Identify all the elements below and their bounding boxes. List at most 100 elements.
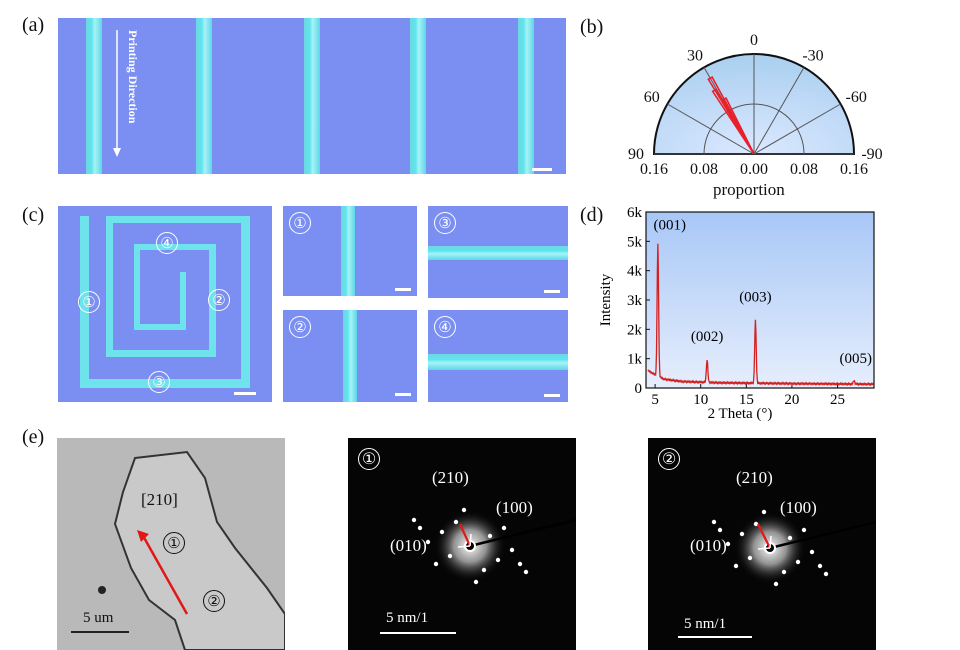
printed-line <box>410 18 426 174</box>
saed-pattern-1: ① (210) (100) (010) 5 nm/1 <box>348 438 576 650</box>
polar-radial-tick: 0.08 <box>690 161 718 178</box>
arrow-010 <box>457 545 471 548</box>
scale-bar <box>395 393 411 396</box>
diffraction-spot <box>523 569 529 575</box>
marker-2: ② <box>208 289 230 311</box>
tem-marker-2: ② <box>203 590 225 612</box>
spiral-segment <box>106 350 216 357</box>
polar-grid-spoke <box>753 103 841 155</box>
printed-line <box>304 18 320 174</box>
xrd-ytick-label: 5k <box>627 234 643 250</box>
zoom-3-marker: ③ <box>434 212 456 234</box>
zoom-2: ② <box>283 310 417 402</box>
spiral-micrograph: ① ② ③ ④ <box>58 206 272 402</box>
spiral-segment <box>134 324 186 330</box>
tem-scale-bar <box>71 631 129 633</box>
panel-c-label: (c) <box>22 204 45 226</box>
printed-line <box>86 18 102 174</box>
arrow-100 <box>769 535 772 549</box>
panel-d-label: (d) <box>580 204 604 226</box>
spiral-segment <box>241 216 250 388</box>
diffraction-spot <box>725 541 731 547</box>
polar-lobe <box>722 97 755 155</box>
xrd-xtick-label: 20 <box>784 392 799 408</box>
saed1-100-label: (100) <box>496 498 533 517</box>
polar-angle-label: 0 <box>750 32 758 49</box>
zone-axis-label: [210] <box>141 490 178 509</box>
scale-bar <box>395 288 411 291</box>
xrd-ytick-label: 6k <box>627 205 643 221</box>
panel-e-label: (e) <box>22 426 45 448</box>
spiral-segment <box>180 272 186 330</box>
diffraction-spot <box>747 555 753 561</box>
arrow-100 <box>469 533 472 547</box>
saed2-210-label: (210) <box>736 468 773 487</box>
xrd-ytick-label: 4k <box>627 264 643 280</box>
polar-grid-spoke <box>753 67 805 155</box>
polar-angle-label: 60 <box>644 89 660 106</box>
spiral-segment <box>106 216 113 356</box>
diffraction-spot <box>481 567 487 573</box>
diffraction-spot <box>501 525 507 531</box>
polar-angle-label: 30 <box>687 47 703 64</box>
spiral-segment <box>134 244 140 330</box>
scale-bar <box>532 168 552 171</box>
xrd-xtick-label: 15 <box>739 392 754 408</box>
tem-flake <box>98 450 285 650</box>
xrd-xtick-label: 25 <box>830 392 845 408</box>
arrow-210 <box>458 523 472 547</box>
saed-overlay <box>411 507 576 585</box>
diffraction-spot <box>417 525 423 531</box>
zoom-4-marker: ④ <box>434 316 456 338</box>
zoom-1: ① <box>283 206 417 296</box>
diffraction-spot <box>439 529 445 535</box>
panel-a-label: (a) <box>22 14 45 36</box>
saed2-scale-label: 5 nm/1 <box>684 616 727 632</box>
polar-grid-spoke <box>667 103 755 155</box>
xrd-peak-label: (002) <box>691 329 724 345</box>
xrd-ytick-label: 3k <box>627 293 643 309</box>
zoom-2-marker: ② <box>289 316 311 338</box>
xrd-ytick-label: 1k <box>627 352 643 368</box>
diffraction-spot <box>517 561 523 567</box>
diffraction-spot <box>717 527 723 533</box>
saed2-100-label: (100) <box>780 498 817 517</box>
arrow-210 <box>757 523 771 549</box>
marker-4: ④ <box>156 232 178 254</box>
printed-line <box>343 310 357 402</box>
polar-radial-tick: 0.16 <box>840 161 868 178</box>
scale-bar <box>544 290 560 293</box>
diffraction-spot <box>781 569 787 575</box>
xrd-peak-label: (001) <box>653 218 686 234</box>
diffraction-spot <box>739 531 745 537</box>
xrd-peak-label: (003) <box>739 289 772 305</box>
diffraction-spot <box>787 535 793 541</box>
zoom-4: ④ <box>428 310 568 402</box>
diffraction-spot <box>809 549 815 555</box>
marker-3: ③ <box>148 371 170 393</box>
polar-radial-tick: 0.00 <box>740 161 768 178</box>
tem-image: [210] ① ② 5 um <box>57 438 285 650</box>
saed1-scale-bar <box>380 632 456 634</box>
polar-angle-label: -90 <box>861 146 882 163</box>
diffraction-spot <box>773 581 779 587</box>
beam-stop <box>469 518 576 548</box>
panel-b-label: (b) <box>580 16 604 38</box>
polar-xlabel: proportion <box>713 180 785 199</box>
printing-direction-arrow <box>113 30 121 157</box>
arrow-010 <box>757 547 771 550</box>
beam-stop <box>769 520 876 550</box>
diffraction-spot <box>453 519 459 525</box>
saed2-marker: ② <box>658 448 680 470</box>
xrd-spectrum-line <box>647 243 875 387</box>
xrd-chart: 0 1k 2k 3k 4k 5k 6k 5 10 15 20 25 (001) (002) (003) (00… <box>598 205 875 422</box>
xrd-ylabel: Intensity <box>598 273 614 326</box>
saed2-scale-bar <box>678 636 752 638</box>
marker-1: ① <box>78 291 100 313</box>
diffraction-spot <box>733 563 739 569</box>
diffraction-spot <box>509 547 515 553</box>
printed-line <box>518 18 534 174</box>
xrd-xtick-label: 10 <box>693 392 708 408</box>
tem-scale-label: 5 um <box>83 610 114 626</box>
